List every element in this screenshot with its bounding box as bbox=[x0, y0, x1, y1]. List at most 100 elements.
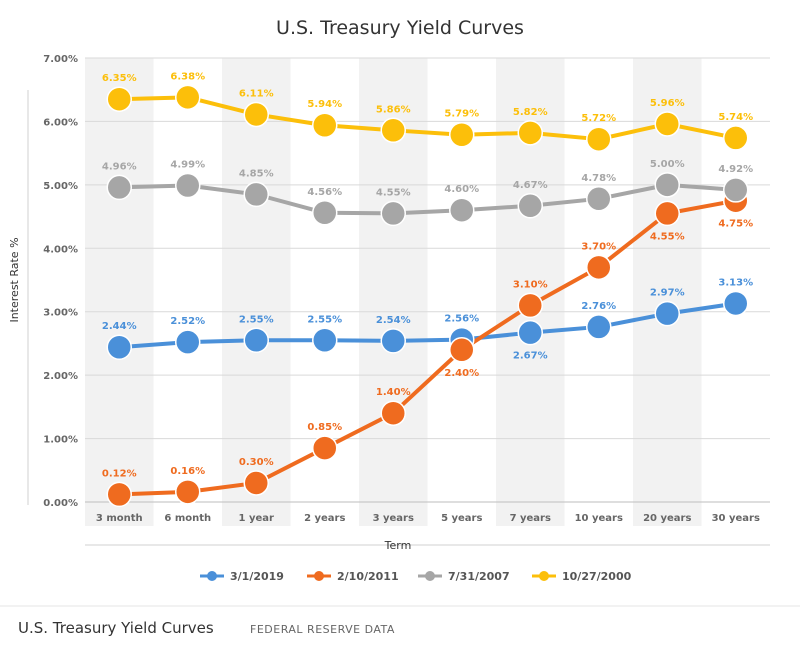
x-tick-label: 10 years bbox=[575, 513, 623, 524]
data-label: 5.79% bbox=[444, 109, 479, 120]
data-point bbox=[586, 314, 612, 340]
x-tick-label: 3 years bbox=[373, 513, 414, 524]
x-axis-label: Term bbox=[384, 539, 412, 552]
data-point bbox=[243, 101, 269, 128]
y-tick-label: 0.00% bbox=[43, 498, 78, 509]
y-axis-ticks: 0.00% 1.00% 2.00% 3.00% 4.00% 5.00% 6.00% 7.00% bbox=[43, 54, 78, 509]
data-label: 5.96% bbox=[650, 98, 685, 109]
legend: 3/1/2019 2/10/2011 7/31/2007 10/27/2000 bbox=[200, 570, 632, 583]
data-point bbox=[654, 111, 680, 137]
y-tick-label: 3.00% bbox=[43, 308, 78, 319]
data-label: 4.56% bbox=[307, 187, 342, 198]
data-label: 5.86% bbox=[376, 104, 411, 115]
data-point bbox=[175, 84, 201, 111]
series-line bbox=[117, 198, 738, 497]
data-label: 5.82% bbox=[513, 107, 548, 118]
x-tick-label: 2 years bbox=[304, 513, 345, 524]
x-tick-label: 1 year bbox=[239, 513, 274, 524]
data-label: 4.85% bbox=[239, 168, 274, 179]
data-label: 4.60% bbox=[444, 184, 479, 195]
data-label: 4.55% bbox=[650, 231, 685, 242]
x-tick-label: 30 years bbox=[712, 513, 760, 524]
data-point bbox=[380, 328, 406, 354]
legend-entry: 10/27/2000 bbox=[562, 570, 632, 583]
x-tick-label: 5 years bbox=[441, 513, 482, 524]
y-tick-label: 4.00% bbox=[43, 244, 78, 255]
data-label: 3.10% bbox=[513, 279, 548, 290]
data-point bbox=[380, 117, 406, 144]
data-point bbox=[175, 172, 201, 199]
x-tick-label: 20 years bbox=[643, 513, 691, 524]
series-line bbox=[117, 182, 738, 216]
data-label: 2.76% bbox=[581, 301, 616, 312]
series-line bbox=[117, 301, 738, 350]
data-label: 6.35% bbox=[102, 73, 137, 84]
data-label: 0.12% bbox=[102, 468, 137, 479]
data-label: 4.78% bbox=[581, 173, 616, 184]
column-band bbox=[85, 58, 154, 526]
data-label: 4.55% bbox=[376, 187, 411, 198]
data-label: 2.40% bbox=[444, 368, 479, 379]
footer-source: FEDERAL RESERVE DATA bbox=[250, 623, 395, 636]
data-point bbox=[586, 186, 612, 212]
y-tick-label: 7.00% bbox=[43, 54, 78, 65]
data-label: 5.94% bbox=[307, 99, 342, 110]
data-point bbox=[449, 197, 475, 223]
legend-entry: 7/31/2007 bbox=[448, 570, 510, 583]
data-point bbox=[106, 481, 132, 508]
x-tick-label: 6 month bbox=[164, 513, 211, 524]
x-axis-ticks: 3 month 6 month 1 year 2 years 3 years 5 year… bbox=[96, 513, 760, 524]
column-band bbox=[222, 58, 291, 526]
data-point bbox=[449, 337, 475, 363]
footer-title: U.S. Treasury Yield Curves bbox=[18, 619, 214, 637]
data-label: 2.67% bbox=[513, 351, 548, 362]
data-label: 3.13% bbox=[718, 277, 753, 288]
data-point bbox=[586, 254, 612, 281]
data-label: 6.38% bbox=[170, 71, 205, 82]
data-point bbox=[312, 200, 338, 226]
data-point bbox=[723, 125, 749, 151]
data-label: 5.74% bbox=[718, 112, 753, 123]
data-point bbox=[106, 86, 132, 112]
data-point bbox=[380, 400, 406, 426]
data-point bbox=[106, 334, 132, 360]
legend-swatch-dot bbox=[539, 571, 549, 581]
data-point bbox=[654, 300, 680, 327]
data-label: 4.92% bbox=[718, 164, 753, 175]
y-tick-label: 5.00% bbox=[43, 181, 78, 192]
series-lines bbox=[117, 95, 738, 497]
data-label: 0.16% bbox=[170, 466, 205, 477]
y-axis-label: Interest Rate % bbox=[8, 237, 21, 322]
data-point bbox=[517, 292, 543, 319]
data-point bbox=[449, 121, 475, 148]
y-tick-label: 2.00% bbox=[43, 371, 78, 382]
data-label: 6.11% bbox=[239, 88, 274, 99]
data-label: 1.40% bbox=[376, 387, 411, 398]
data-point bbox=[654, 172, 680, 198]
data-label: 5.72% bbox=[581, 113, 616, 124]
y-tick-label: 1.00% bbox=[43, 435, 78, 446]
data-point bbox=[312, 327, 338, 354]
data-point bbox=[517, 120, 543, 146]
data-point bbox=[243, 181, 269, 208]
data-label: 0.85% bbox=[307, 422, 342, 433]
data-point bbox=[312, 112, 338, 138]
data-point bbox=[243, 470, 269, 496]
legend-swatch-dot bbox=[425, 571, 435, 581]
data-label: 2.97% bbox=[650, 288, 685, 299]
data-point bbox=[517, 193, 543, 219]
data-point bbox=[586, 126, 612, 152]
data-point bbox=[106, 174, 132, 201]
chart-title: U.S. Treasury Yield Curves bbox=[276, 17, 524, 39]
data-point bbox=[380, 200, 406, 227]
data-label: 4.96% bbox=[102, 161, 137, 172]
legend-swatch-dot bbox=[314, 571, 324, 581]
data-label: 2.54% bbox=[376, 315, 411, 326]
series-labels: 2.44% 2.52% 2.55% 2.55% 2.54% 2.56% 2.67% 2.76%… bbox=[102, 71, 753, 479]
data-label: 3.70% bbox=[581, 241, 616, 252]
data-label: 4.75% bbox=[718, 219, 753, 230]
data-label: 2.56% bbox=[444, 314, 479, 325]
data-label: 4.67% bbox=[513, 180, 548, 191]
y-tick-label: 6.00% bbox=[43, 117, 78, 128]
